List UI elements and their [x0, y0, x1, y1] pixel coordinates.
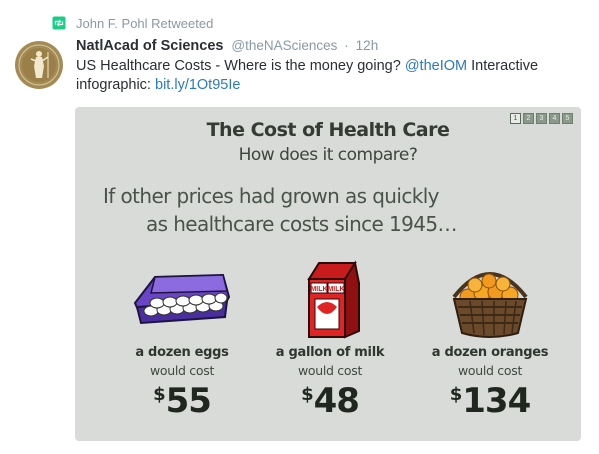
avatar[interactable] [14, 40, 64, 90]
infographic-intro-line2: as healthcare costs since 1945… [146, 212, 458, 236]
infographic-image[interactable]: 1 2 3 4 5 The Cost of Health Care How do… [75, 107, 581, 441]
currency-symbol: $ [449, 384, 462, 405]
currency-symbol: $ [301, 384, 313, 405]
tweet-text-part2: Interactive infographic: [76, 58, 539, 93]
item-note: would cost [149, 363, 215, 378]
price-value: 55 [165, 381, 212, 421]
tweet-header: NatlAcad of Sciences @theNASciences · 12… [76, 37, 378, 54]
account-username[interactable]: @theNASciences [231, 38, 338, 53]
infographic-pager: 1 2 3 4 5 [510, 113, 573, 124]
milk-label-left: MILK [310, 286, 327, 293]
item-oranges: a dozen oranges would cost $134 [415, 257, 565, 418]
item-note: would cost [457, 363, 523, 378]
page-button-4[interactable]: 4 [549, 113, 560, 124]
price-value: 48 [313, 381, 360, 421]
item-name: a gallon of milk [275, 345, 385, 360]
infographic-subtitle: How does it compare? [238, 145, 418, 165]
url-link[interactable]: bit.ly/1Ot95Ie [155, 77, 241, 93]
infographic-intro-line1: If other prices had grown as quickly [103, 184, 440, 208]
tweet-text: US Healthcare Costs - Where is the money… [76, 57, 586, 95]
retweet-context[interactable]: John F. Pohl Retweeted [52, 14, 213, 32]
account-fullname[interactable]: NatlAcad of Sciences [76, 38, 224, 54]
retweet-label[interactable]: John F. Pohl Retweeted [76, 15, 214, 31]
item-milk: MILK MILK a gallon of milk would cost $4… [255, 257, 405, 418]
retweet-icon [52, 16, 66, 30]
item-price: $48 [255, 378, 405, 418]
milk-carton-icon: MILK MILK [307, 260, 360, 339]
item-eggs: a dozen eggs would cost $55 [107, 257, 257, 418]
item-note: would cost [297, 363, 363, 378]
item-price: $55 [107, 378, 257, 418]
infographic-title: The Cost of Health Care [206, 119, 450, 141]
page-button-1[interactable]: 1 [510, 113, 521, 124]
egg-carton-icon [133, 273, 231, 325]
item-name: a dozen eggs [135, 345, 229, 360]
item-price: $134 [415, 378, 565, 418]
page-button-3[interactable]: 3 [536, 113, 547, 124]
price-value: 134 [462, 381, 531, 421]
tweet-text-part1: US Healthcare Costs - Where is the money… [76, 58, 405, 74]
item-name: a dozen oranges [431, 345, 549, 360]
tweet-timestamp[interactable]: 12h [355, 38, 379, 53]
currency-symbol: $ [153, 384, 165, 405]
mention-link[interactable]: @theIOM [404, 58, 468, 74]
page-button-5[interactable]: 5 [562, 113, 573, 124]
milk-label-right: MILK [327, 286, 344, 293]
separator-dot: · [344, 38, 349, 53]
orange-basket-icon [452, 272, 528, 338]
page-button-2[interactable]: 2 [523, 113, 534, 124]
